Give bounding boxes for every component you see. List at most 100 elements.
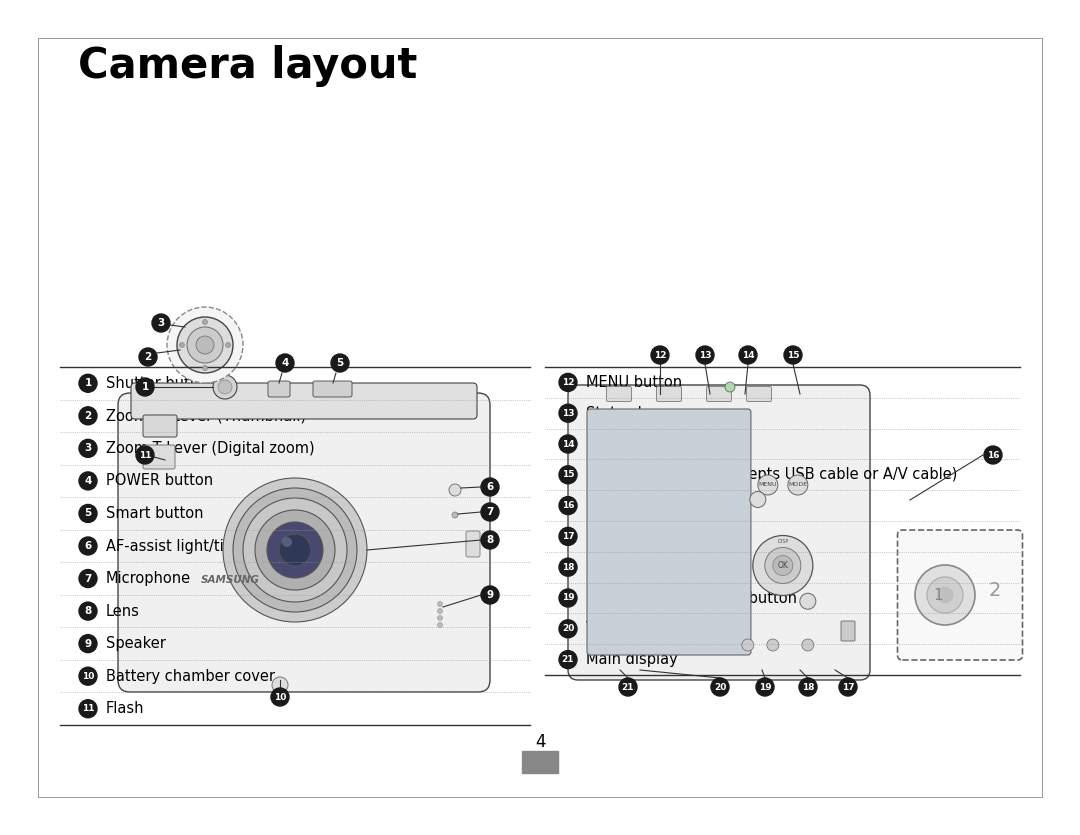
Circle shape [79,569,97,588]
FancyBboxPatch shape [841,621,855,641]
Circle shape [79,602,97,620]
Circle shape [187,327,222,363]
Circle shape [79,439,97,458]
Text: 10: 10 [274,692,286,701]
Text: Zoom W Lever (Thumbnail): Zoom W Lever (Thumbnail) [106,408,306,423]
Circle shape [927,577,963,613]
Text: 6: 6 [486,482,494,492]
Text: Camera layout: Camera layout [78,45,417,87]
Circle shape [696,346,714,364]
Text: MODE: MODE [788,483,808,488]
Text: USB and A/V port (Accepts USB cable or A/V cable): USB and A/V port (Accepts USB cable or A… [586,468,957,483]
Circle shape [481,531,499,549]
Text: 4: 4 [535,733,545,751]
Circle shape [750,492,766,508]
Circle shape [559,620,577,638]
Text: Shutter button: Shutter button [106,376,214,391]
FancyBboxPatch shape [746,387,771,402]
Text: Main display: Main display [586,652,678,667]
Circle shape [218,380,232,394]
Text: 2: 2 [145,352,151,362]
FancyBboxPatch shape [897,530,1023,660]
Circle shape [559,466,577,483]
Circle shape [839,678,858,696]
Text: 8: 8 [486,535,494,545]
Circle shape [79,407,97,425]
Circle shape [800,593,815,610]
Text: Flash: Flash [106,701,145,716]
Circle shape [651,346,669,364]
Text: Zoom T Lever (Digital zoom): Zoom T Lever (Digital zoom) [106,441,314,456]
Circle shape [330,354,349,372]
Text: MODE button: MODE button [586,437,684,452]
Circle shape [756,678,774,696]
Circle shape [559,497,577,514]
Bar [522,751,558,773]
Text: Status lamp: Status lamp [586,406,674,421]
Circle shape [213,375,237,399]
Text: 2: 2 [84,411,92,421]
Text: 18: 18 [562,563,575,572]
Circle shape [282,537,292,547]
Text: 17: 17 [841,682,854,691]
FancyBboxPatch shape [588,409,751,655]
Circle shape [799,678,816,696]
Circle shape [767,639,779,651]
Text: 3: 3 [158,318,164,328]
Circle shape [559,650,577,669]
Text: MENU: MENU [758,483,778,488]
Circle shape [742,639,754,651]
Circle shape [711,678,729,696]
Circle shape [437,615,443,620]
Circle shape [179,342,185,347]
FancyBboxPatch shape [465,531,480,557]
Text: Strap eyelet: Strap eyelet [586,498,676,513]
Text: Navigation button/OK button: Navigation button/OK button [586,590,797,605]
Circle shape [773,555,793,575]
Text: 9: 9 [84,639,92,649]
Circle shape [79,504,97,523]
Text: 16: 16 [562,501,575,510]
Circle shape [222,478,367,622]
Text: 7: 7 [84,574,92,584]
Circle shape [753,535,813,595]
Text: Lens: Lens [106,604,140,619]
Text: 5: 5 [84,509,92,519]
Circle shape [195,336,214,354]
Circle shape [725,382,735,392]
Text: 9: 9 [486,590,494,600]
Circle shape [559,435,577,453]
Text: 18: 18 [801,682,814,691]
Text: 21: 21 [562,655,575,664]
Text: 12: 12 [653,351,666,360]
Circle shape [937,587,953,603]
Text: 20: 20 [714,682,726,691]
FancyBboxPatch shape [568,385,870,680]
Circle shape [79,472,97,490]
Circle shape [559,404,577,423]
Circle shape [255,510,335,590]
Text: 16: 16 [987,451,999,459]
Circle shape [453,512,458,518]
Circle shape [481,586,499,604]
Text: POWER button: POWER button [106,473,213,488]
Text: Microphone: Microphone [106,571,191,586]
Circle shape [481,478,499,496]
Text: 20: 20 [562,625,575,633]
Circle shape [559,589,577,607]
Text: 2: 2 [989,580,1001,600]
Circle shape [233,488,357,612]
Circle shape [481,503,499,521]
Circle shape [79,667,97,686]
Circle shape [276,354,294,372]
Text: DISP: DISP [778,539,788,544]
Text: 7: 7 [486,507,494,517]
Text: 5: 5 [336,358,343,368]
Circle shape [449,484,461,496]
Circle shape [139,348,157,366]
Text: 1: 1 [141,382,149,392]
FancyBboxPatch shape [607,387,632,402]
Text: Fn/Delete button: Fn/Delete button [586,529,710,544]
Circle shape [279,534,311,566]
Text: Tripod mount: Tripod mount [586,621,683,636]
